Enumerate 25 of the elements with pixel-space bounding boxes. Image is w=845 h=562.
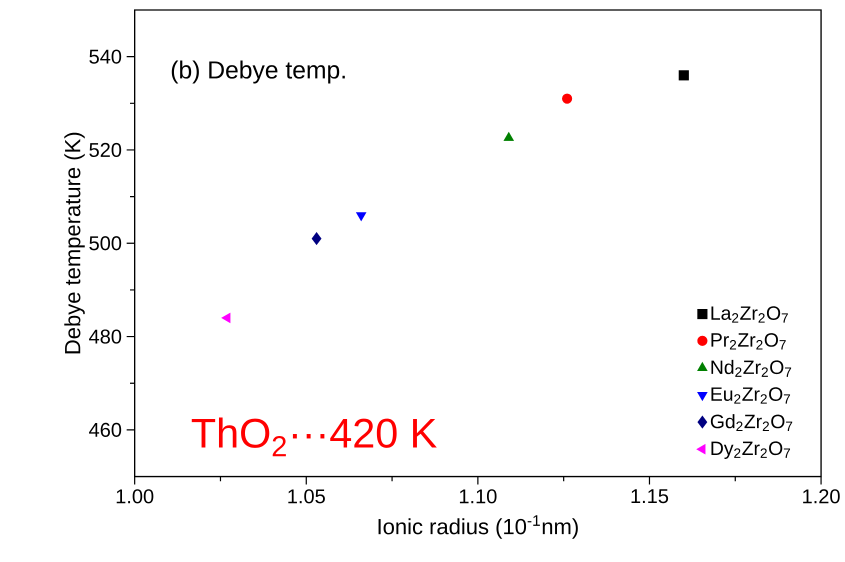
legend-label: Dy$_{2}$Zr$_{2}$O$_{7}$ bbox=[711, 441, 790, 459]
y-tick-label: 540 bbox=[89, 50, 122, 64]
x-tick-label: 1.10 bbox=[460, 489, 497, 504]
x-tick-label: 1.15 bbox=[632, 489, 668, 504]
text: (b) Debye temp. bbox=[172, 60, 345, 84]
legend-label: Gd$_{2}$Zr$_{2}$O$_{7}$ bbox=[710, 414, 792, 431]
point bbox=[312, 232, 322, 246]
y-tick-label: 480 bbox=[89, 329, 122, 344]
x-tick-label: 1.05 bbox=[288, 489, 325, 504]
legend-label: Eu$_{2}$Zr$_{2}$O$_{7}$ bbox=[711, 387, 790, 404]
annotation: ThO$_{2}$···420 K bbox=[192, 418, 437, 456]
point bbox=[221, 312, 230, 324]
y-tick-label: 520 bbox=[89, 142, 122, 158]
x-axis-title: Ionic radius (10$^{-1}$nm) bbox=[378, 515, 578, 539]
y-tick-label: 500 bbox=[89, 236, 122, 250]
x-tick-label: 1.20 bbox=[803, 489, 840, 504]
x-tick-label: 1.00 bbox=[116, 489, 154, 504]
point bbox=[678, 70, 689, 80]
y-axis-title: Debye temperature (K) bbox=[64, 132, 85, 354]
y-tick-label: 460 bbox=[89, 422, 122, 437]
point bbox=[356, 212, 366, 222]
legend-label: Nd$_{2}$Zr$_{2}$O$_{7}$ bbox=[711, 360, 792, 377]
legend-label: Pr$_{2}$Zr$_{2}$O$_{7}$ bbox=[711, 333, 786, 350]
point bbox=[562, 94, 572, 104]
legend-label: La$_{2}$Zr$_{2}$O$_{7}$ bbox=[711, 306, 788, 323]
